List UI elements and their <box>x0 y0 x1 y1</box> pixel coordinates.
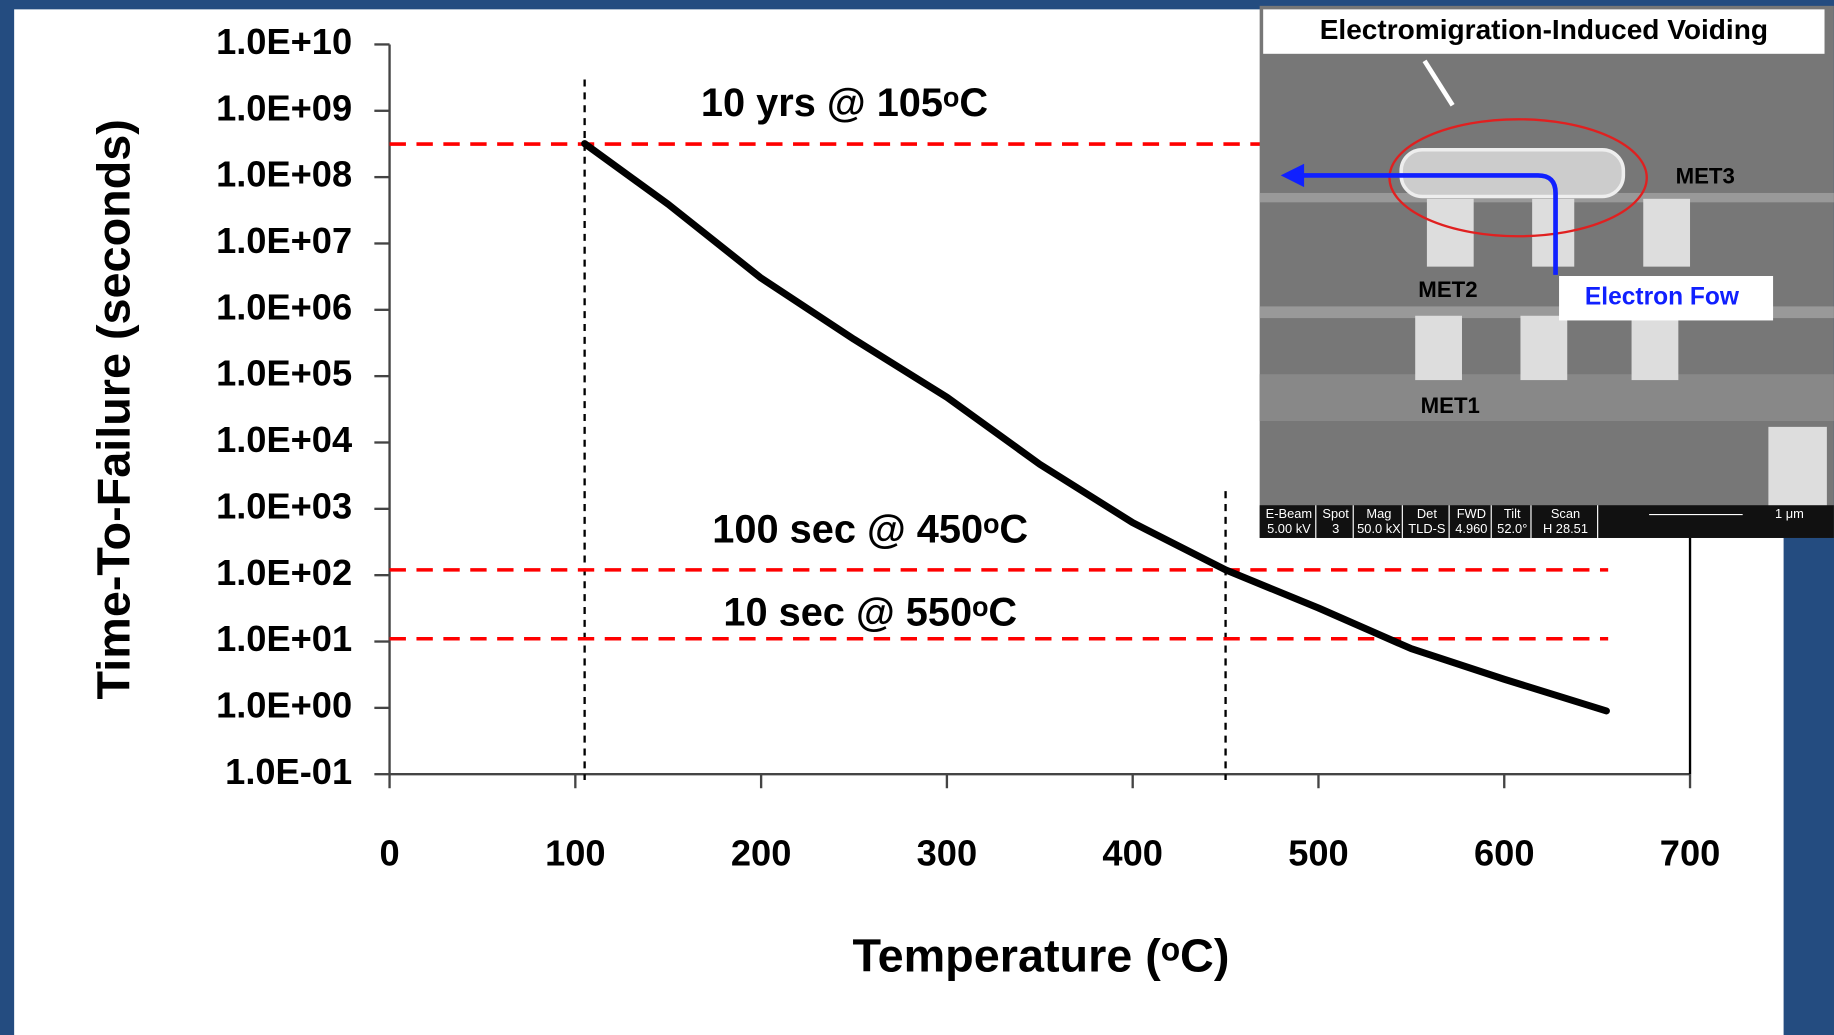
layer-label: MET3 <box>1676 164 1735 189</box>
layer-label: MET1 <box>1421 393 1480 418</box>
y-tick-label: 1.0E+06 <box>216 286 352 327</box>
sem-footer <box>1259 505 1834 538</box>
y-tick-label: 1.0E+00 <box>216 684 352 725</box>
footer-text: Scan <box>1551 506 1580 521</box>
metal-layer <box>1259 374 1834 422</box>
flow-label-box <box>1559 276 1774 321</box>
metal-layer <box>1259 306 1834 319</box>
footer-text: 5.00 kV <box>1267 521 1311 536</box>
via <box>1631 315 1679 381</box>
footer-text: E-Beam <box>1266 506 1312 521</box>
pointer-arrow <box>1422 59 1455 107</box>
x-axis-title: Temperature (ᵒC) <box>853 929 1230 981</box>
y-tick-label: 1.0E+01 <box>216 618 352 659</box>
footer-text: 52.0° <box>1497 521 1527 536</box>
inset-title-box <box>1263 9 1825 54</box>
y-tick-label: 1.0E+02 <box>216 552 352 593</box>
x-tick-label: 100 <box>545 833 605 874</box>
arrow-head <box>1280 163 1305 188</box>
inset-title: Electromigration-Induced Voiding <box>1320 14 1768 45</box>
y-tick-label: 1.0E+03 <box>216 485 352 526</box>
x-tick-label: 400 <box>1102 833 1162 874</box>
annotation: 10 yrs @ 105ᵒC <box>701 81 988 125</box>
flow-label: Electron Fow <box>1585 284 1740 311</box>
electron-flow-arrow <box>1292 173 1558 275</box>
y-tick-label: 1.0E+05 <box>216 353 352 394</box>
y-tick-label: 1.0E+10 <box>216 21 352 62</box>
footer-text: Spot <box>1322 506 1349 521</box>
x-tick-label: 0 <box>379 833 399 874</box>
via <box>1768 426 1827 507</box>
x-tick-label: 200 <box>731 833 791 874</box>
sem-inset: Electromigration-Induced Voiding MET3 ME… <box>1259 5 1834 538</box>
y-tick-label: 1.0E+08 <box>216 154 352 195</box>
x-tick-label: 600 <box>1474 833 1534 874</box>
via <box>1520 315 1568 381</box>
via <box>1415 315 1462 381</box>
via <box>1426 198 1474 267</box>
y-tick-label: 1.0E+04 <box>216 419 352 460</box>
footer-text: 50.0 kX <box>1357 521 1401 536</box>
y-axis-title: Time-To-Failure (seconds) <box>87 119 139 699</box>
y-tick-label: 1.0E+07 <box>216 220 352 261</box>
footer-text: Det <box>1417 506 1437 521</box>
x-tick-label: 300 <box>917 833 977 874</box>
layer-label: MET2 <box>1418 277 1477 302</box>
footer-text: 3 <box>1332 521 1339 536</box>
via <box>1643 198 1691 267</box>
footer-text: FWD <box>1457 506 1486 521</box>
footer-text: H 28.51 <box>1543 521 1588 536</box>
y-tick-label: 1.0E+09 <box>216 87 352 128</box>
sem-image <box>1259 5 1834 538</box>
x-tick-label: 500 <box>1288 833 1348 874</box>
annotation: 100 sec @ 450ᵒC <box>712 508 1028 552</box>
y-tick-label: 1.0E-01 <box>225 751 352 792</box>
data-line <box>581 140 1610 715</box>
annotation: 10 sec @ 550ᵒC <box>723 591 1017 635</box>
footer-text: Tilt <box>1504 506 1521 521</box>
footer-text: TLD-S <box>1408 521 1445 536</box>
x-tick-label: 700 <box>1660 833 1720 874</box>
scale-label: 1 μm <box>1775 506 1804 521</box>
footer-text: Mag <box>1366 506 1391 521</box>
plot-area: 1.0E-01 1.0E+00 1.0E+01 1.0E+02 1.0E+03 1.0E+… <box>216 21 1720 874</box>
footer-text: 4.960 <box>1455 521 1487 536</box>
